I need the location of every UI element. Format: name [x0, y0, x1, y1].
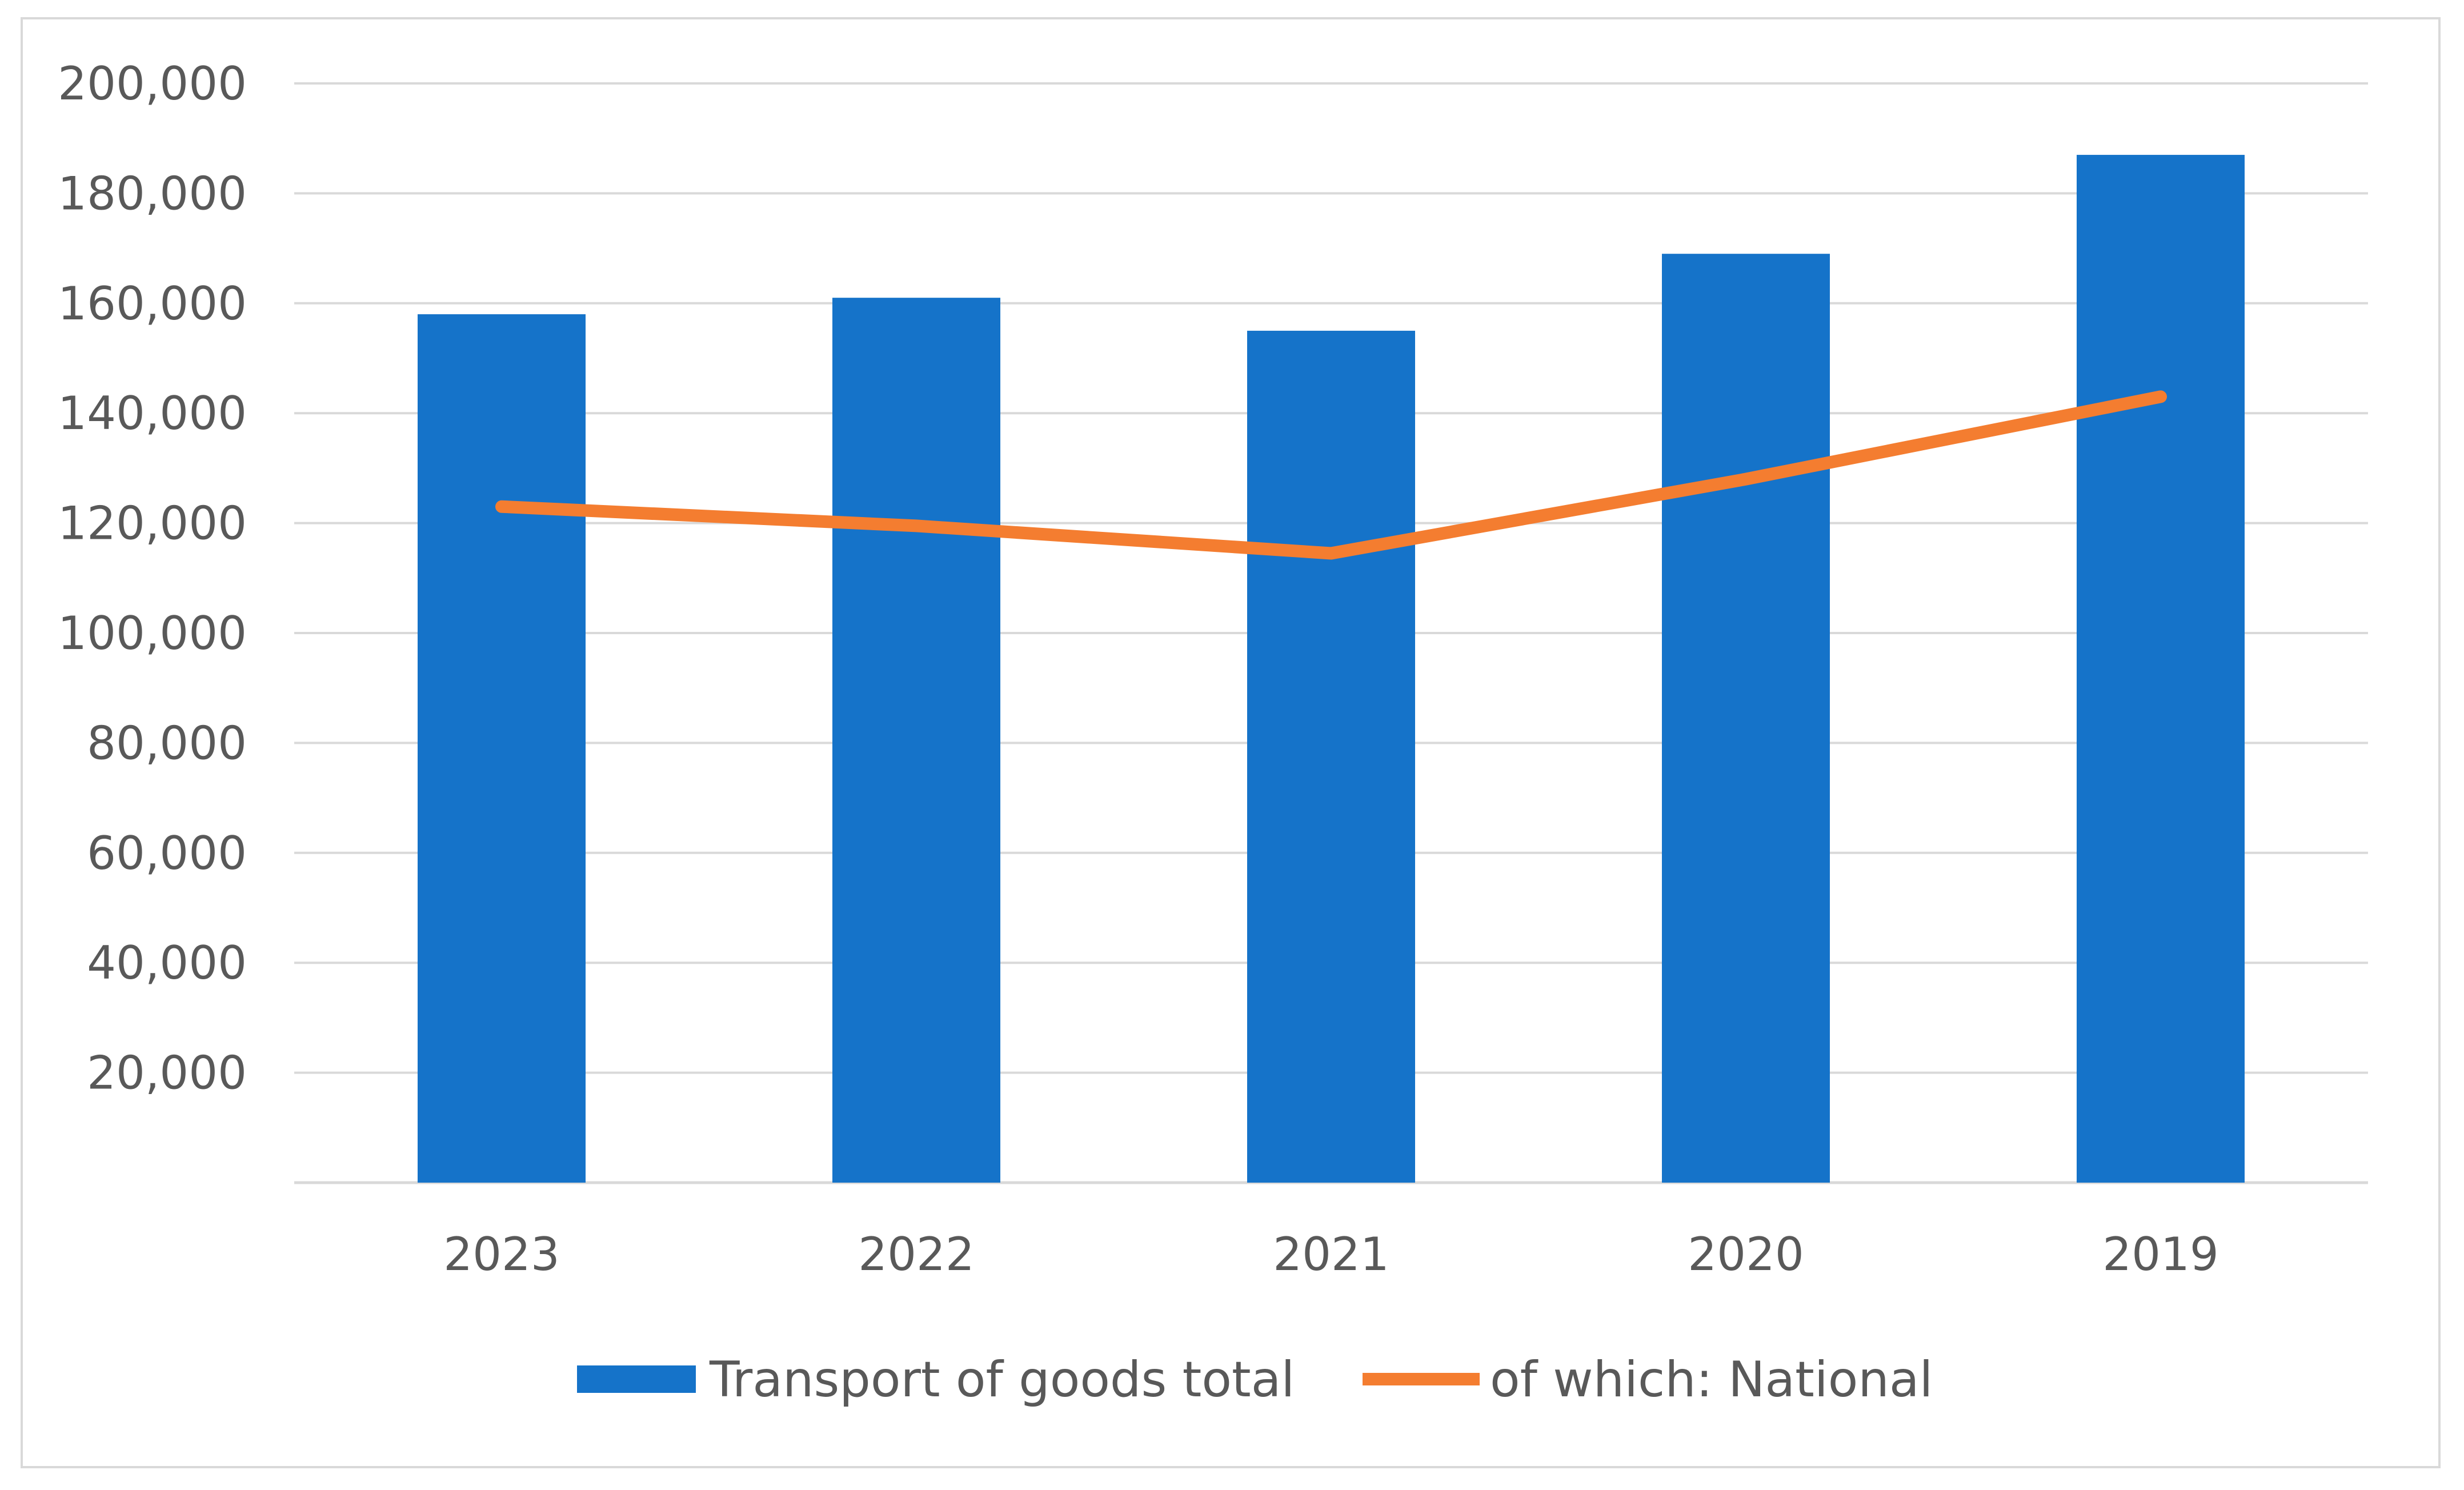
y-tick-label: 40,000: [87, 936, 247, 990]
bar-series: [418, 155, 2245, 1183]
y-axis: 20,000 40,000 60,000 80,000 100,000 120,000 14…: [58, 57, 247, 1100]
legend-label-total: Transport of goods total: [709, 1351, 1295, 1408]
y-tick-label: 20,000: [87, 1047, 247, 1100]
x-tick-label: 2019: [2102, 1228, 2219, 1281]
line-series: [495, 390, 2167, 560]
x-tick-label: 2022: [858, 1228, 975, 1281]
y-tick-label: 180,000: [58, 167, 247, 220]
bar: [2077, 155, 2245, 1183]
gridlines: [294, 82, 2368, 1184]
bar: [1662, 254, 1830, 1183]
x-tick-label: 2021: [1273, 1228, 1389, 1281]
legend-label-national: of which: National: [1490, 1351, 1933, 1408]
x-tick-label: 2020: [1688, 1228, 1804, 1281]
y-tick-label: 120,000: [58, 497, 247, 550]
legend-swatch-total: [577, 1365, 696, 1393]
y-tick-label: 140,000: [58, 387, 247, 440]
bar: [1247, 330, 1415, 1183]
y-tick-label: 200,000: [58, 57, 247, 110]
bar: [832, 298, 1000, 1183]
y-tick-label: 100,000: [58, 607, 247, 660]
y-tick-label: 80,000: [87, 716, 247, 770]
legend: Transport of goods total of which: Natio…: [577, 1351, 1933, 1408]
bar: [418, 314, 586, 1183]
x-tick-label: 2023: [443, 1228, 560, 1281]
y-tick-label: 60,000: [87, 827, 247, 880]
x-axis: 2023 2022 2021 2020 2019: [443, 1228, 2219, 1281]
y-tick-label: 160,000: [58, 277, 247, 330]
